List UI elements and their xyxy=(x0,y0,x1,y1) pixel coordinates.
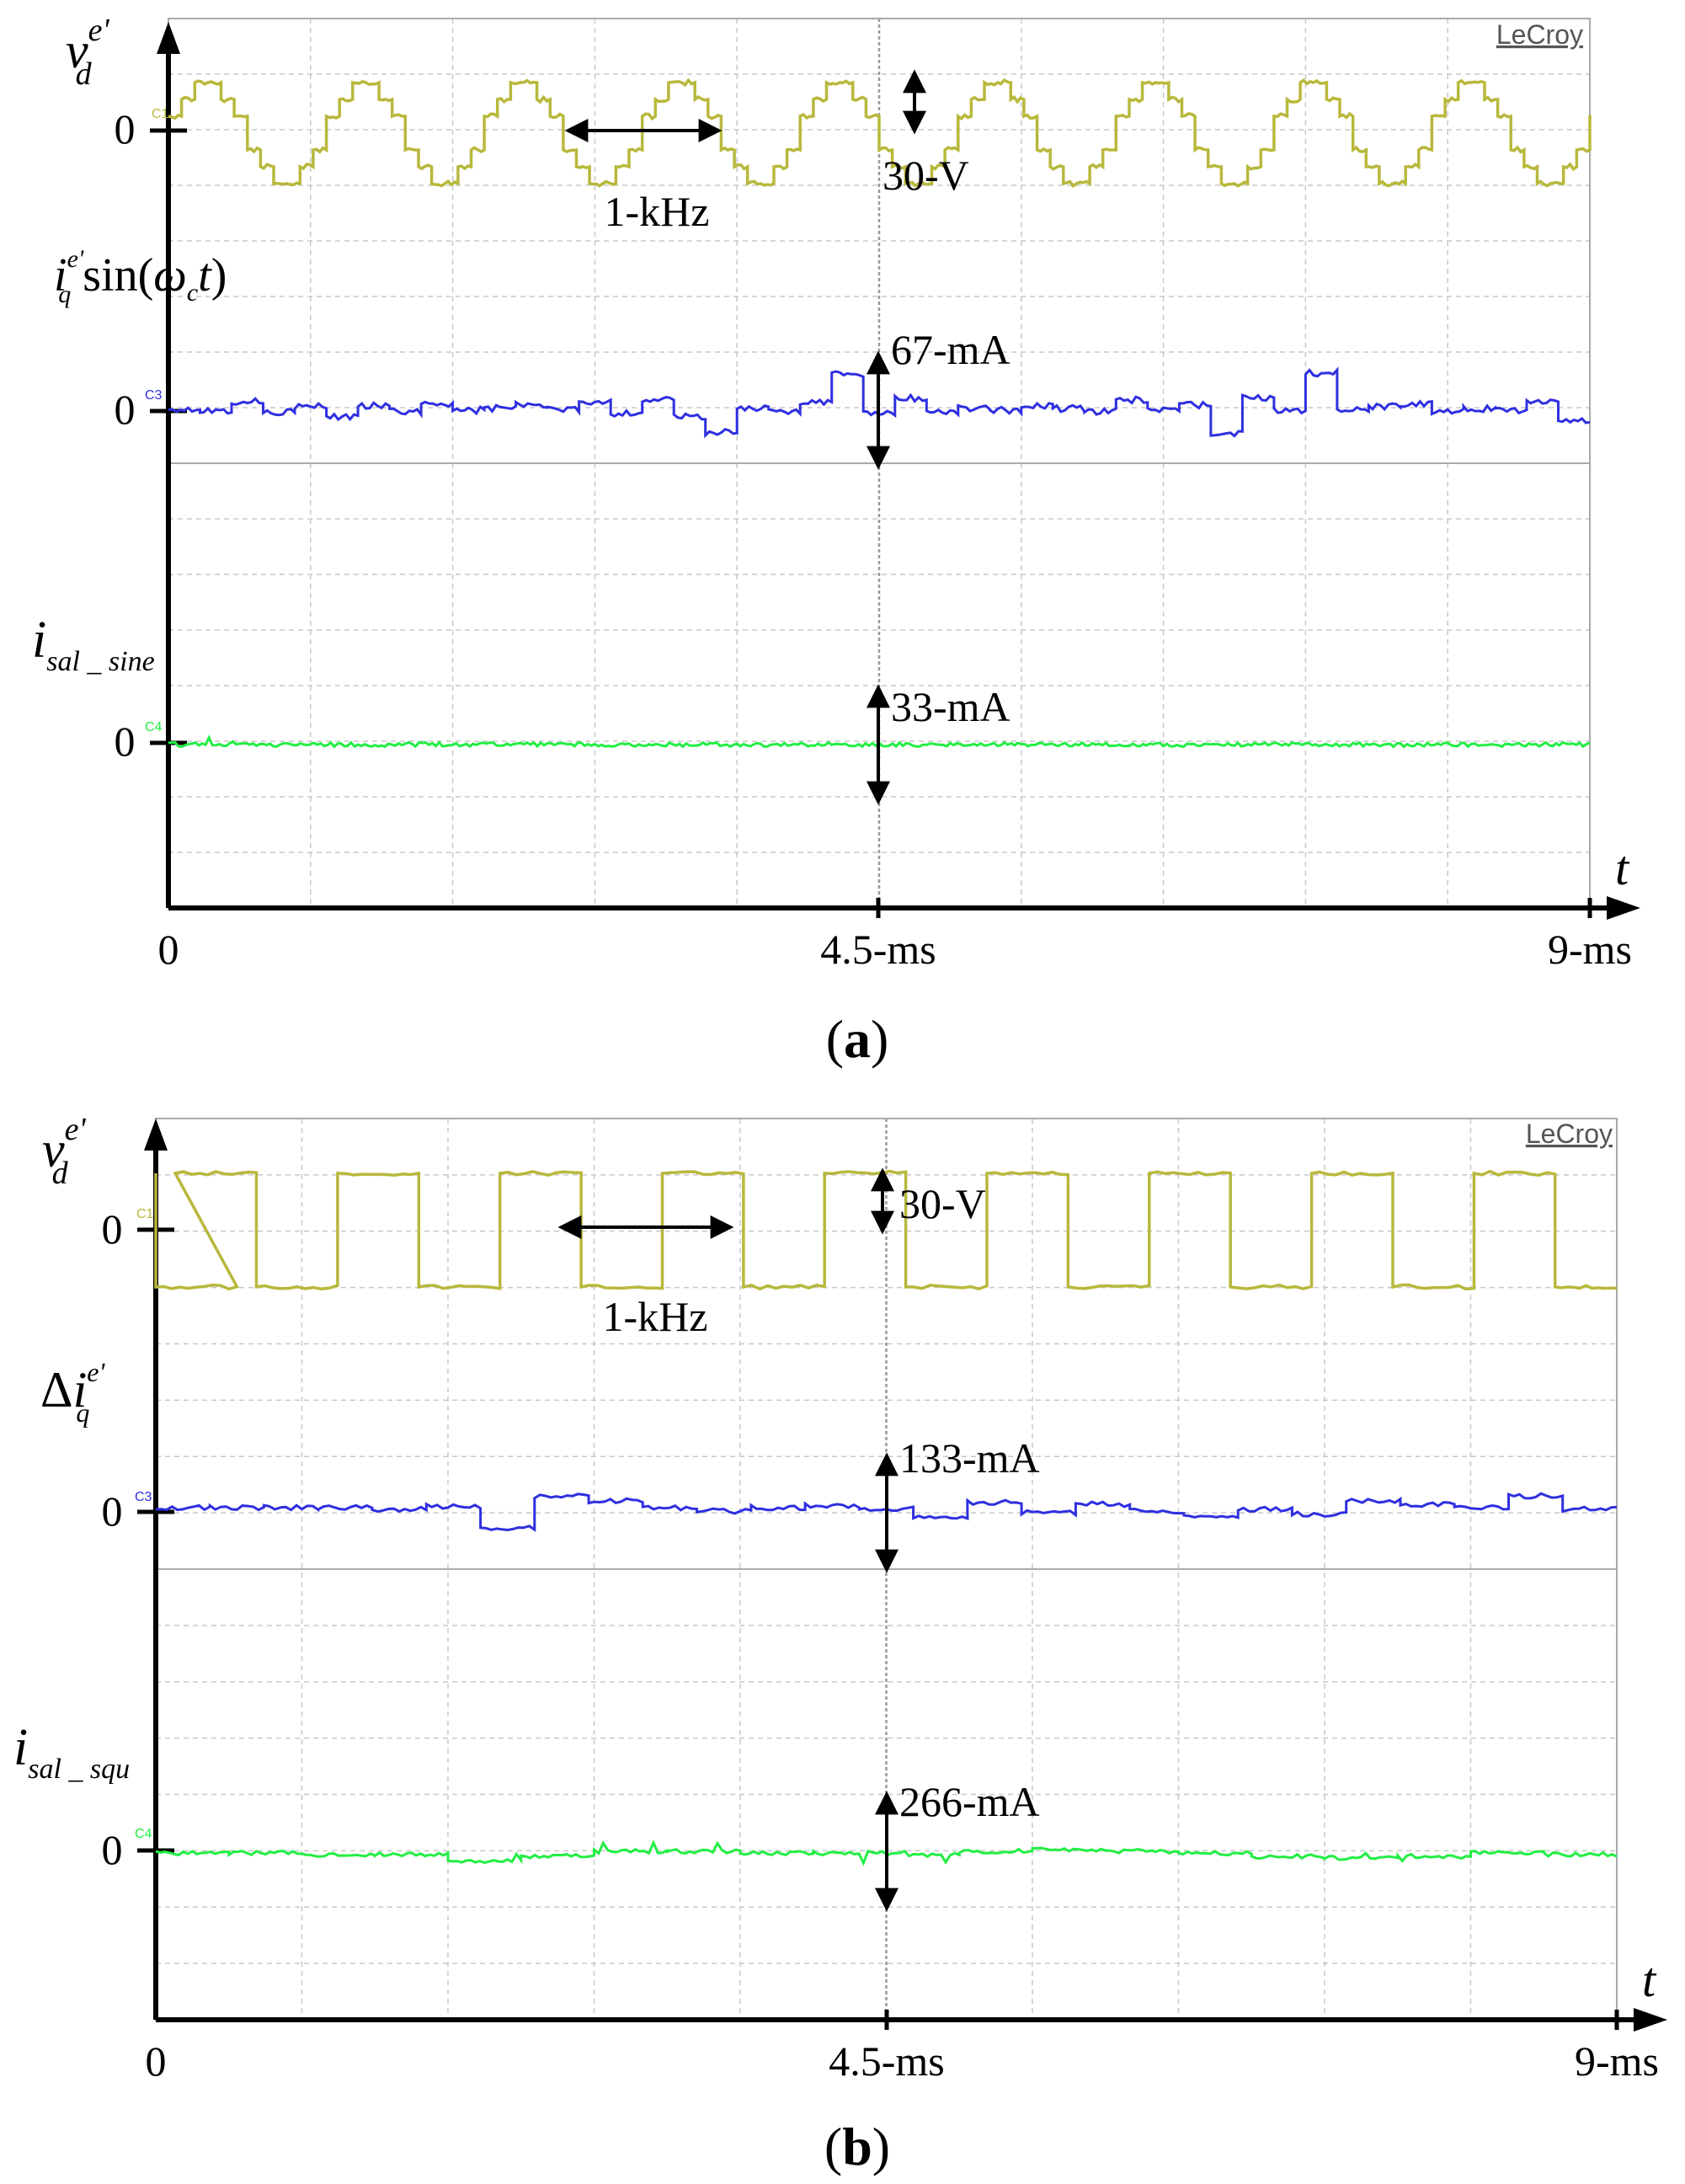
panel-a-amp-label-2: 67-mA xyxy=(891,326,1010,373)
panel-a-zero-label-3: 0 xyxy=(115,718,136,765)
panel-b-zero-label-3: 0 xyxy=(102,1826,123,1873)
panel-a-channel-c4: C4 xyxy=(145,720,163,734)
panel-a-channel-c1: C1 xyxy=(152,107,169,121)
panel-b-freq-label: 1-kHz xyxy=(603,1293,708,1340)
panel-b-channel-c1: C1 xyxy=(136,1207,154,1221)
panel-b-tick-0: 0 xyxy=(146,2037,167,2085)
lecroy-logo-a: LeCroy xyxy=(1496,19,1583,50)
panel-a-amp-label-3: 33-mA xyxy=(891,683,1010,730)
panel-a-tick-0: 0 xyxy=(158,926,179,973)
panel-b-t-label: t xyxy=(1642,1952,1657,2007)
lecroy-logo-b: LeCroy xyxy=(1526,1119,1613,1149)
panel-b-grid xyxy=(155,1118,1618,2021)
panel-b-trace-vd xyxy=(154,1169,1618,1291)
panel-a-t-label: t xyxy=(1615,841,1630,895)
panel-a-tick-end: 9-ms xyxy=(1548,926,1632,973)
panel-b: LeCroy 0 0 0 C1 C3 C4 ve' d Δie' q isal _ … xyxy=(13,1112,1667,2176)
panel-a-x-axis-arrow xyxy=(1607,896,1640,920)
panel-b-tick-end: 9-ms xyxy=(1575,2037,1659,2085)
panel-a-zero-label-2: 0 xyxy=(115,386,136,433)
panel-b-amp-label-3: 266-mA xyxy=(899,1778,1040,1825)
panel-b-amp-label-1: 30-V xyxy=(899,1180,986,1227)
panel-b-zero-label-1: 0 xyxy=(102,1205,123,1252)
panel-b-x-axis-arrow xyxy=(1634,2008,1667,2032)
panel-b-caption: (b) xyxy=(824,2117,890,2176)
panel-a-channel-c3: C3 xyxy=(145,388,163,403)
panel-b-zero-label-2: 0 xyxy=(102,1487,123,1535)
panel-a-ylabel-vd: ve' d xyxy=(66,13,110,92)
panel-a-tick-mid: 4.5-ms xyxy=(820,926,936,973)
panel-a-ylabel-iq-sin: ie' q sin(ωct) xyxy=(54,245,227,308)
panel-a: LeCroy 0 0 0 C1 C3 C4 ve' d ie' q sin(ωct)… xyxy=(32,13,1640,1069)
panel-a-trace-vd xyxy=(168,77,1592,188)
panel-b-ylabel-delta-iq: Δie' q xyxy=(40,1357,105,1428)
panel-b-channel-c3: C3 xyxy=(135,1490,152,1504)
panel-a-y-axis-arrow xyxy=(157,22,180,54)
panel-a-ylabel-isal-sine: isal _ sine xyxy=(32,611,155,677)
panel-a-caption: (a) xyxy=(826,1009,889,1069)
panel-a-freq-label: 1-kHz xyxy=(605,188,710,235)
panel-b-ylabel-vd: ve' d xyxy=(42,1112,87,1191)
panel-b-tick-mid: 4.5-ms xyxy=(829,2037,945,2085)
panel-b-ylabel-isal-squ: isal _ squ xyxy=(13,1719,130,1785)
panel-a-amp-label-1: 30-V xyxy=(882,152,969,199)
panel-a-zero-label-1: 0 xyxy=(115,105,136,152)
panel-b-amp-label-2: 133-mA xyxy=(899,1434,1040,1482)
panel-b-channel-c4: C4 xyxy=(135,1827,152,1841)
panel-b-y-axis-arrow xyxy=(144,1119,168,1151)
